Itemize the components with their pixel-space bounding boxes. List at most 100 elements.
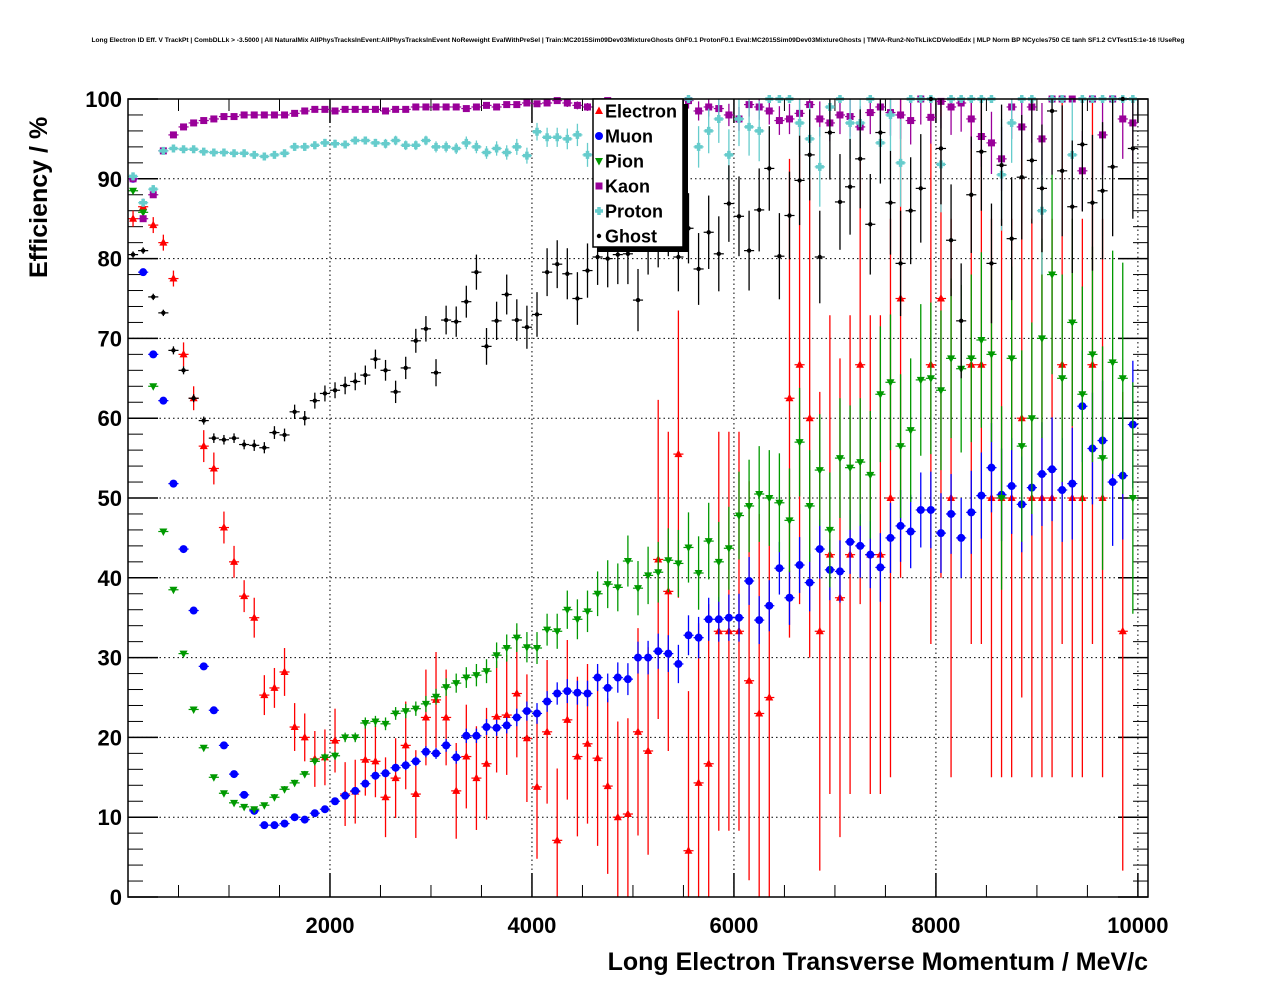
electron-point: [573, 752, 582, 760]
electron-point: [290, 722, 299, 731]
pion-point: [452, 680, 461, 688]
pion-point: [906, 427, 915, 435]
muon-point: [1058, 486, 1067, 495]
pion-point: [896, 443, 905, 451]
ghost-point: [827, 130, 833, 135]
ghost-point: [1049, 108, 1055, 114]
ghost-point: [201, 418, 206, 423]
proton-point: [563, 134, 572, 143]
muon-point: [199, 662, 208, 671]
electron-point: [603, 781, 612, 790]
ghost-legend-marker: [596, 233, 602, 239]
pion-point: [159, 528, 168, 537]
pion-point: [320, 754, 329, 762]
chart-title: Long Electron ID Eff. V TrackPt | CombDL…: [92, 37, 1185, 44]
kaon-point: [240, 111, 248, 119]
muon-point: [846, 537, 855, 546]
proton-point: [280, 149, 289, 158]
ghost-point: [423, 326, 429, 332]
proton-point: [270, 150, 279, 159]
proton-point: [250, 150, 259, 159]
muon-point: [593, 673, 602, 682]
ghost-point: [1110, 164, 1115, 170]
kaon-point: [483, 101, 491, 109]
proton-point: [320, 138, 329, 147]
x-tick-label: 2000: [306, 913, 355, 938]
kaon-point: [765, 107, 773, 115]
kaon-point: [331, 107, 339, 115]
muon-point: [361, 779, 370, 788]
pion-point: [734, 512, 743, 521]
muon-point: [492, 723, 501, 732]
legend-item-muon: Muon: [595, 127, 653, 147]
ghost-point: [706, 230, 711, 235]
kaon-point: [149, 191, 157, 199]
proton-point: [300, 142, 309, 151]
pion-point: [724, 545, 733, 553]
muon-point: [169, 479, 178, 488]
pion-point: [714, 558, 723, 567]
muon-point: [452, 753, 461, 762]
pion-point: [563, 606, 572, 615]
pion-point: [664, 557, 673, 565]
pion-point: [765, 495, 774, 503]
pion-point: [411, 705, 420, 714]
ghost-point: [342, 383, 348, 388]
electron-point: [886, 493, 895, 501]
pion-point: [1088, 351, 1097, 359]
proton-point: [331, 139, 340, 148]
legend-label: Muon: [605, 127, 653, 147]
kaon-point: [281, 111, 289, 119]
muon-point: [522, 707, 531, 716]
pion-point: [361, 720, 370, 728]
muon-point: [149, 350, 158, 359]
proton-point: [260, 152, 269, 161]
kaon-point: [220, 113, 228, 121]
electron-point: [391, 773, 400, 782]
x-tick-label: 8000: [911, 913, 960, 938]
pion-point: [1068, 319, 1077, 327]
electron-point: [381, 792, 390, 801]
ghost-point: [534, 312, 540, 317]
legend-label: Proton: [605, 202, 663, 222]
proton-legend-marker: [595, 207, 603, 215]
pion-point: [846, 464, 855, 473]
proton-point: [755, 126, 764, 135]
ghost-point: [1130, 146, 1136, 151]
muon-point: [664, 649, 673, 658]
muon-point: [613, 673, 622, 682]
ghost-point: [958, 318, 964, 324]
ghost-point: [979, 149, 984, 154]
proton-point: [371, 138, 380, 147]
kaon-point: [452, 103, 460, 111]
kaon-point: [472, 103, 480, 111]
pion-point: [209, 774, 218, 782]
pion-point: [684, 544, 693, 552]
ghost-point: [615, 252, 621, 257]
pion-point: [169, 586, 178, 595]
pion-point: [533, 645, 542, 653]
kaon-point: [402, 105, 410, 113]
electron-point: [533, 782, 542, 790]
electron-point: [634, 727, 642, 735]
ghost-point: [252, 443, 257, 448]
pion-point: [219, 790, 228, 798]
muon-point: [704, 615, 713, 624]
pion-point: [775, 499, 784, 508]
kaon-point: [543, 99, 551, 107]
kaon-point: [725, 111, 733, 119]
pion-point: [876, 391, 885, 399]
muon-point: [411, 757, 420, 766]
ghost-point: [888, 200, 893, 205]
muon-point: [159, 396, 168, 405]
muon-point: [684, 631, 693, 640]
y-tick-label: 70: [98, 326, 122, 351]
kaon-point: [371, 105, 379, 113]
kaon-point: [190, 119, 198, 127]
kaon-point: [573, 101, 581, 109]
pion-point: [290, 779, 299, 788]
ghost-point: [171, 348, 176, 353]
ghost-point: [464, 299, 469, 304]
ghost-point: [787, 213, 792, 218]
muon-point: [391, 763, 400, 772]
